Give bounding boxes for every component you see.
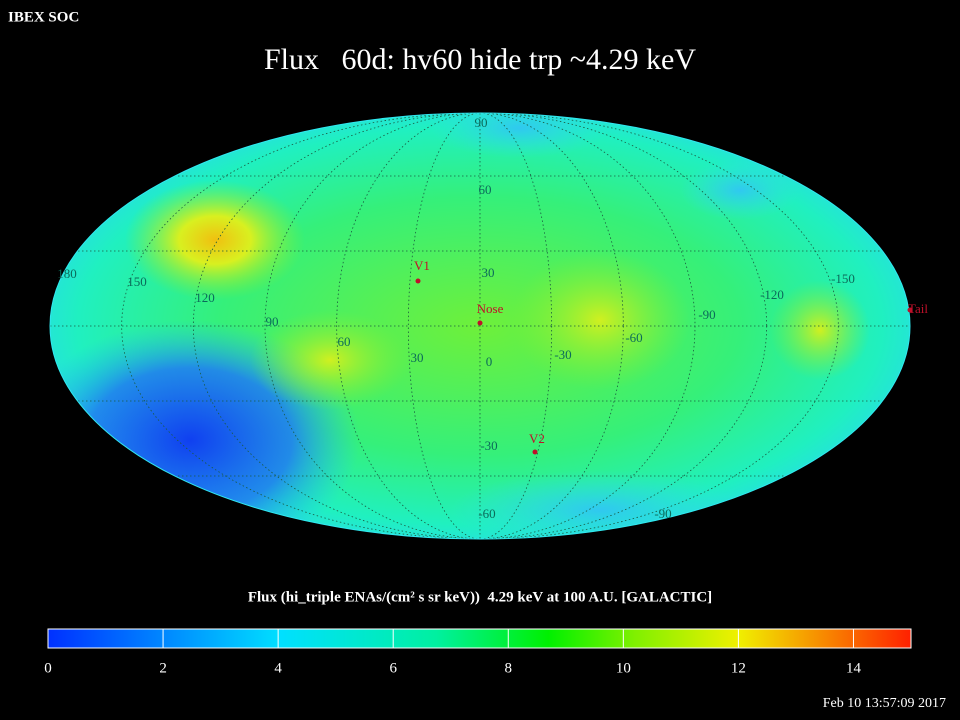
colorbar-title: Flux (hi_triple ENAs/(cm² s sr keV)) 4.2… [248, 589, 712, 605]
timestamp: Feb 10 13:57:09 2017 [823, 696, 946, 711]
lon-label: -30 [554, 347, 571, 362]
lon-label: -60 [625, 330, 642, 345]
marker-label: Nose [477, 301, 504, 316]
marker-dot [532, 449, 538, 455]
lat-label: 90 [475, 115, 488, 130]
colorbar-tick-label: 0 [44, 660, 52, 676]
map-body [50, 113, 910, 539]
colorbar-tick-label: 2 [159, 660, 167, 676]
lat-label: -60 [478, 506, 495, 521]
colorbar-tick-label: 6 [389, 660, 397, 676]
title: Flux 60d: hv60 hide trp ~4.29 keV [264, 43, 696, 76]
marker-label: V2 [529, 431, 545, 446]
colorbar-tick-label: 14 [846, 660, 862, 676]
marker-dot [907, 307, 913, 313]
lon-label: 60 [338, 334, 351, 349]
lat-label: 30 [482, 265, 495, 280]
lon-label: -150 [831, 271, 855, 286]
marker-dot [477, 320, 483, 326]
lat-label: 60 [479, 182, 492, 197]
lat-label: -90 [654, 506, 671, 521]
map-outline [49, 112, 911, 540]
lon-label: 0 [486, 354, 493, 369]
meridian [407, 113, 553, 539]
org: IBEX SOC [8, 9, 79, 25]
colorbar-tick-label: 4 [274, 660, 282, 676]
lon-label: 180 [57, 266, 77, 281]
colorbar-tick-label: 12 [731, 660, 746, 676]
colorbar-tick-label: 10 [616, 660, 631, 676]
lon-label: -90 [698, 307, 715, 322]
colorbar-tick-label: 8 [505, 660, 513, 676]
marker-label: Tail [908, 301, 928, 316]
marker-label: V1 [414, 258, 430, 273]
lon-label: 150 [127, 274, 147, 289]
lat-label: -30 [480, 438, 497, 453]
colorbar [47, 628, 912, 649]
lon-label: 120 [195, 290, 215, 305]
lon-label: 90 [266, 314, 279, 329]
lon-label: 30 [411, 350, 424, 365]
meridian [336, 113, 624, 539]
marker-dot [415, 278, 421, 284]
lon-label: -120 [760, 287, 784, 302]
